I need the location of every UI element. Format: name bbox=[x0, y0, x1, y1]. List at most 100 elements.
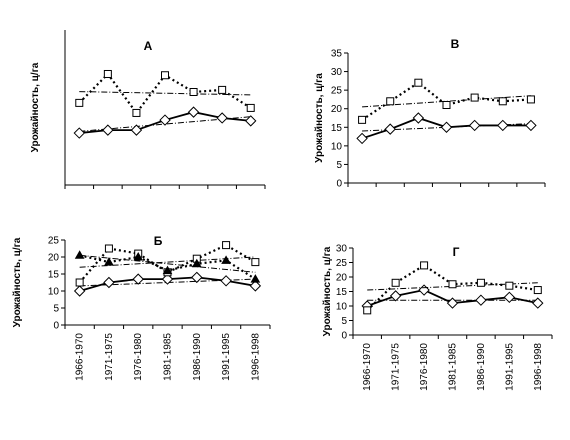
y-axis-label: Урожайность, ц/га bbox=[322, 246, 333, 336]
data-point bbox=[363, 306, 372, 315]
data-point bbox=[162, 265, 173, 275]
trend-line bbox=[79, 254, 256, 273]
data-point bbox=[468, 119, 481, 132]
data-point bbox=[216, 112, 228, 124]
x-tick-label: 1971-1975 bbox=[104, 333, 115, 381]
data-point bbox=[498, 97, 507, 106]
data-point bbox=[187, 106, 200, 118]
y-tick-label: 25 bbox=[48, 236, 60, 247]
data-point bbox=[250, 274, 261, 283]
data-point bbox=[103, 276, 115, 289]
chart-title: Г bbox=[453, 245, 460, 259]
y-axis-label: Урожайность, ц/га bbox=[12, 237, 23, 327]
data-point bbox=[221, 255, 231, 264]
data-point bbox=[503, 291, 516, 304]
panel: В Урожайность, ц/га 0 5 10 15 20 25 30 35 bbox=[314, 37, 546, 190]
y-tick-label: 15 bbox=[331, 123, 343, 134]
y-tick-label: 10 bbox=[336, 302, 348, 313]
x-tick-label: 1966-1970 bbox=[75, 333, 86, 381]
data-point bbox=[470, 93, 479, 102]
data-point bbox=[161, 71, 169, 80]
y-tick-label: 20 bbox=[48, 253, 60, 264]
data-point bbox=[103, 69, 112, 78]
data-point bbox=[74, 250, 85, 259]
data-point bbox=[104, 244, 113, 253]
y-tick-label: 0 bbox=[341, 331, 347, 342]
data-point bbox=[526, 95, 535, 104]
data-point bbox=[412, 112, 425, 124]
data-point bbox=[442, 101, 451, 109]
data-point bbox=[222, 241, 231, 250]
y-tick-label: 20 bbox=[331, 104, 343, 115]
y-tick-label: 0 bbox=[53, 321, 59, 332]
x-tick-label: 1986-1990 bbox=[192, 333, 203, 381]
data-point bbox=[525, 119, 537, 132]
data-point bbox=[246, 103, 255, 112]
data-point bbox=[533, 286, 542, 295]
data-point bbox=[386, 97, 395, 106]
data-point bbox=[446, 297, 459, 309]
x-tick-label: 1976-1980 bbox=[419, 343, 430, 391]
y-tick-label: 30 bbox=[331, 67, 343, 78]
data-point bbox=[418, 284, 430, 296]
y-tick-label: 25 bbox=[331, 86, 343, 97]
x-tick-label: 1991-1995 bbox=[221, 333, 232, 381]
y-tick-label: 15 bbox=[336, 287, 348, 298]
data-point bbox=[73, 127, 85, 139]
data-point bbox=[389, 290, 402, 302]
data-point bbox=[75, 278, 84, 287]
y-tick-label: 35 bbox=[331, 49, 343, 60]
data-point bbox=[475, 294, 487, 306]
data-point bbox=[189, 88, 198, 96]
x-tick-label: 1986-1990 bbox=[476, 343, 487, 391]
x-tick-label: 1976-1980 bbox=[133, 333, 144, 381]
panel: Б Урожайность, ц/га 0 5 10 15 20 25 1966-1970 197… bbox=[12, 234, 271, 381]
chart-title: В bbox=[451, 37, 460, 51]
data-point bbox=[476, 278, 485, 287]
y-tick-label: 10 bbox=[48, 287, 60, 298]
y-tick-label: 5 bbox=[53, 304, 59, 315]
data-point bbox=[384, 123, 396, 135]
data-point bbox=[133, 251, 144, 261]
y-tick-label: 15 bbox=[48, 270, 60, 281]
x-tick-label: 1996-1998 bbox=[533, 343, 544, 391]
data-point bbox=[251, 258, 260, 267]
data-point bbox=[497, 119, 509, 132]
y-axis-label: Урожайность, ц/га bbox=[314, 73, 325, 163]
data-point bbox=[391, 278, 400, 287]
panel: А Урожайность, ц/га bbox=[30, 30, 266, 189]
data-point bbox=[104, 257, 114, 266]
x-tick-label: 1996-1998 bbox=[250, 333, 261, 381]
data-point bbox=[440, 121, 453, 133]
data-point bbox=[132, 108, 141, 117]
data-point bbox=[159, 114, 171, 126]
panel: Г Урожайность, ц/га 0 5 10 15 20 25 30 1966-1970 1… bbox=[322, 244, 553, 391]
x-tick-label: 1971-1975 bbox=[391, 343, 402, 391]
data-point bbox=[245, 115, 257, 127]
y-tick-label: 25 bbox=[336, 258, 348, 269]
y-tick-label: 5 bbox=[336, 160, 342, 171]
y-axis-label: Урожайность, ц/га bbox=[30, 62, 41, 152]
data-point bbox=[75, 98, 84, 107]
data-point bbox=[505, 281, 514, 290]
data-point bbox=[73, 285, 86, 297]
data-point bbox=[161, 273, 174, 285]
data-point bbox=[532, 297, 544, 309]
data-point bbox=[420, 261, 429, 270]
chart-title: А bbox=[144, 39, 153, 53]
data-point bbox=[249, 280, 262, 292]
data-point bbox=[132, 273, 144, 285]
data-point bbox=[191, 271, 203, 284]
data-point bbox=[356, 132, 368, 145]
data-point bbox=[102, 124, 114, 136]
y-tick-label: 30 bbox=[336, 244, 348, 255]
y-tick-label: 5 bbox=[341, 316, 347, 327]
data-point bbox=[130, 124, 143, 136]
data-point bbox=[414, 78, 423, 87]
chart-title: Б bbox=[154, 234, 163, 248]
x-tick-label: 1966-1970 bbox=[362, 343, 373, 391]
trend-line bbox=[79, 91, 251, 96]
data-point bbox=[358, 115, 367, 124]
